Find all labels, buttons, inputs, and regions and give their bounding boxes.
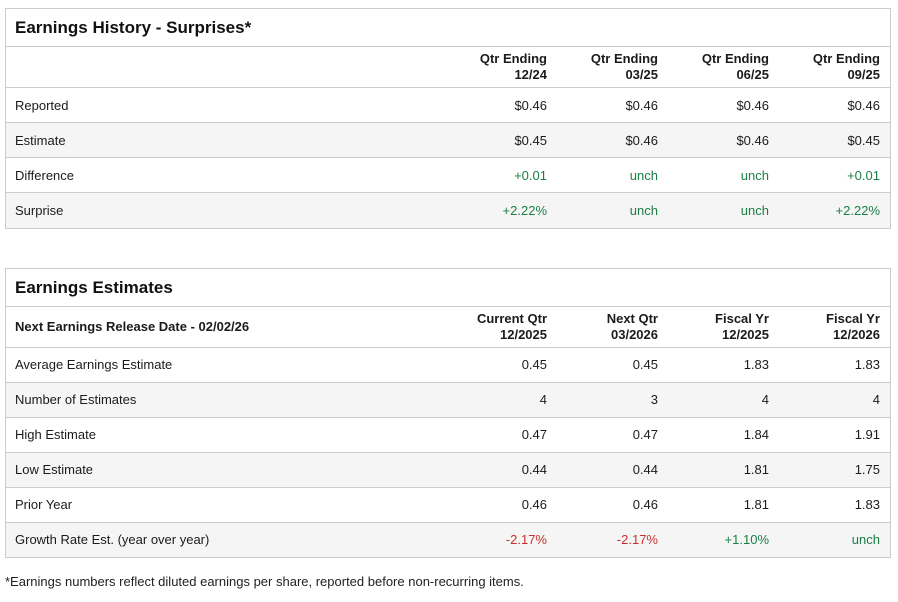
col-header-line2: 03/25 <box>625 67 658 82</box>
row-reported: Reported $0.46 $0.46 $0.46 $0.46 <box>6 88 890 123</box>
earnings-history-header-row: Qtr Ending 12/24 Qtr Ending 03/25 Qtr En… <box>6 47 890 88</box>
value-cell: 0.46 <box>521 497 547 512</box>
col-header-qtr-ending-03-25: Qtr Ending 03/25 <box>557 47 668 88</box>
row-growth-rate-est: Growth Rate Est. (year over year) -2.17%… <box>6 522 890 557</box>
value-cell: 1.91 <box>854 427 880 442</box>
value-cell: unch <box>740 167 769 183</box>
col-header-line2: 12/2026 <box>833 326 880 342</box>
row-average-earnings-estimate: Average Earnings Estimate 0.45 0.45 1.83… <box>6 347 890 382</box>
value-cell: 1.75 <box>854 462 880 477</box>
earnings-history-panel: Earnings History - Surprises* Qtr Ending… <box>5 8 891 229</box>
col-header-line2: 12/2025 <box>722 326 769 342</box>
row-label: Reported <box>15 97 69 113</box>
col-header-line2: 09/25 <box>847 67 880 82</box>
value-cell: 1.81 <box>743 497 769 512</box>
row-label: High Estimate <box>15 427 96 442</box>
row-difference: Difference +0.01 unch unch +0.01 <box>6 158 890 193</box>
col-header-line2: 03/2026 <box>611 326 658 342</box>
value-cell: 0.44 <box>521 462 547 477</box>
value-cell: +0.01 <box>847 167 880 183</box>
row-low-estimate: Low Estimate 0.44 0.44 1.81 1.75 <box>6 452 890 487</box>
value-cell: $0.46 <box>736 132 769 148</box>
value-cell: +2.22% <box>502 202 547 218</box>
value-cell: $0.46 <box>847 97 880 113</box>
value-cell: +0.01 <box>514 167 547 183</box>
col-header-line1: Next Qtr <box>606 310 658 326</box>
col-header-line2: 12/2025 <box>500 326 547 342</box>
earnings-estimates-panel: Earnings Estimates Next Earnings Release… <box>5 267 891 558</box>
row-label: Prior Year <box>15 497 73 512</box>
value-cell: 0.44 <box>632 462 658 477</box>
row-label: Number of Estimates <box>15 392 137 407</box>
col-header-line1: Qtr Ending <box>701 51 769 66</box>
row-estimate: Estimate $0.45 $0.46 $0.46 $0.45 <box>6 122 890 158</box>
value-cell: 0.47 <box>632 427 658 442</box>
value-cell: +1.10% <box>724 532 769 548</box>
row-high-estimate: High Estimate 0.47 0.47 1.84 1.91 <box>6 417 890 452</box>
col-header-next-qtr: Next Qtr 03/2026 <box>557 306 668 348</box>
value-cell: +2.22% <box>835 202 880 218</box>
value-cell: 1.84 <box>743 427 769 442</box>
value-cell: $0.45 <box>514 132 547 148</box>
value-cell: 0.45 <box>632 357 658 372</box>
earnings-footnote: *Earnings numbers reflect diluted earnin… <box>5 574 524 589</box>
value-cell: 3 <box>650 392 658 407</box>
row-prior-year: Prior Year 0.46 0.46 1.81 1.83 <box>6 487 890 522</box>
col-header-line1: Qtr Ending <box>479 51 547 66</box>
earnings-estimates-title: Earnings Estimates <box>6 269 890 307</box>
value-cell: 1.81 <box>743 462 769 477</box>
value-cell: 0.45 <box>521 357 547 372</box>
value-cell: 4 <box>761 392 769 407</box>
value-cell: 1.83 <box>854 497 880 512</box>
value-cell: unch <box>629 167 658 183</box>
value-cell: unch <box>740 202 769 218</box>
col-header-current-qtr: Current Qtr 12/2025 <box>446 306 557 348</box>
value-cell: $0.45 <box>847 132 880 148</box>
value-cell: -2.17% <box>616 532 658 548</box>
value-cell: 0.47 <box>521 427 547 442</box>
col-header-line1: Qtr Ending <box>590 51 658 66</box>
earnings-estimates-table: Next Earnings Release Date - 02/02/26 Cu… <box>6 306 890 557</box>
col-header-line1: Fiscal Yr <box>715 310 769 326</box>
value-cell: $0.46 <box>625 97 658 113</box>
row-surprise: Surprise +2.22% unch unch +2.22% <box>6 192 890 228</box>
col-header-qtr-ending-06-25: Qtr Ending 06/25 <box>668 47 779 88</box>
row-label: Average Earnings Estimate <box>15 357 173 372</box>
earnings-history-table: Qtr Ending 12/24 Qtr Ending 03/25 Qtr En… <box>6 47 890 228</box>
col-header-line1: Fiscal Yr <box>826 310 880 326</box>
value-cell: unch <box>629 202 658 218</box>
col-header-line1: Current Qtr <box>476 310 547 326</box>
earnings-estimates-header-row: Next Earnings Release Date - 02/02/26 Cu… <box>6 306 890 348</box>
value-cell: 1.83 <box>854 357 880 372</box>
col-header-qtr-ending-12-24: Qtr Ending 12/24 <box>446 47 557 88</box>
value-cell: 0.46 <box>632 497 658 512</box>
header-empty-cell <box>6 47 446 88</box>
row-label: Low Estimate <box>15 462 94 477</box>
col-header-line1: Qtr Ending <box>812 51 880 66</box>
row-label: Difference <box>15 167 75 183</box>
value-cell: 4 <box>872 392 880 407</box>
earnings-history-title: Earnings History - Surprises* <box>6 9 890 47</box>
row-number-of-estimates: Number of Estimates 4 3 4 4 <box>6 382 890 417</box>
row-label: Surprise <box>15 202 64 218</box>
value-cell: 1.83 <box>743 357 769 372</box>
col-header-fiscal-yr-2025: Fiscal Yr 12/2025 <box>668 306 779 348</box>
row-label: Growth Rate Est. (year over year) <box>15 532 210 548</box>
value-cell: $0.46 <box>736 97 769 113</box>
col-header-line2: 12/24 <box>514 67 547 82</box>
next-earnings-release-date: Next Earnings Release Date - 02/02/26 <box>6 306 446 348</box>
value-cell: $0.46 <box>625 132 658 148</box>
value-cell: -2.17% <box>505 532 547 548</box>
value-cell: 4 <box>539 392 547 407</box>
row-label: Estimate <box>15 132 66 148</box>
col-header-qtr-ending-09-25: Qtr Ending 09/25 <box>779 47 890 88</box>
col-header-line2: 06/25 <box>736 67 769 82</box>
value-cell: unch <box>851 532 880 548</box>
col-header-fiscal-yr-2026: Fiscal Yr 12/2026 <box>779 306 890 348</box>
value-cell: $0.46 <box>514 97 547 113</box>
